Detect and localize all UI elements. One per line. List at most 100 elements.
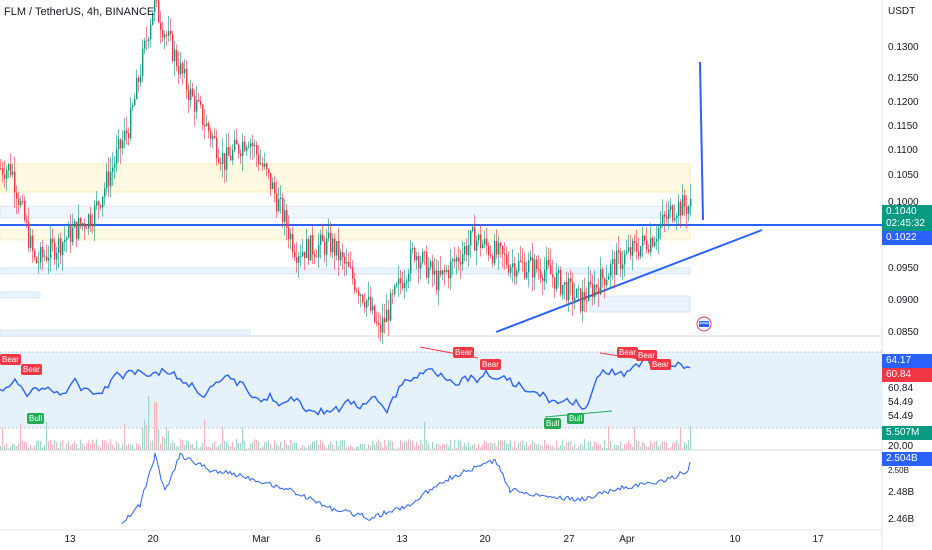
candle-body[interactable] — [18, 198, 20, 206]
candle-body[interactable] — [466, 246, 468, 255]
candle-body[interactable] — [194, 95, 196, 112]
candle-body[interactable] — [608, 276, 610, 280]
candle-body[interactable] — [84, 223, 86, 228]
breakout-target-line[interactable] — [699, 61, 704, 221]
candle-body[interactable] — [498, 243, 500, 255]
candle-body[interactable] — [206, 123, 208, 127]
candle-body[interactable] — [622, 264, 624, 269]
candle-body[interactable] — [352, 267, 354, 279]
candle-body[interactable] — [554, 277, 556, 289]
candle-body[interactable] — [606, 279, 608, 286]
candle-body[interactable] — [240, 153, 242, 156]
candle-body[interactable] — [294, 251, 296, 258]
candle-body[interactable] — [634, 240, 636, 244]
candle-body[interactable] — [624, 253, 626, 265]
candle-body[interactable] — [296, 257, 298, 263]
candle-body[interactable] — [172, 34, 174, 62]
candle-body[interactable] — [76, 221, 78, 239]
candle-body[interactable] — [364, 302, 366, 308]
candle-body[interactable] — [462, 254, 464, 265]
candle-body[interactable] — [586, 300, 588, 302]
candle-body[interactable] — [12, 171, 14, 175]
candle-body[interactable] — [228, 147, 230, 156]
candle-body[interactable] — [274, 182, 276, 194]
candle-body[interactable] — [34, 250, 36, 258]
candle-body[interactable] — [174, 49, 176, 62]
candle-body[interactable] — [6, 170, 8, 179]
candle-body[interactable] — [242, 141, 244, 156]
candle-body[interactable] — [176, 49, 178, 67]
candle-body[interactable] — [270, 172, 272, 190]
candle-body[interactable] — [8, 164, 10, 171]
candle-body[interactable] — [400, 278, 402, 284]
candle-body[interactable] — [56, 253, 58, 260]
candle-body[interactable] — [476, 240, 478, 251]
candle-body[interactable] — [288, 227, 290, 240]
candle-body[interactable] — [106, 171, 108, 189]
candle-body[interactable] — [152, 12, 154, 25]
candle-body[interactable] — [672, 205, 674, 221]
candle-body[interactable] — [72, 227, 74, 243]
candle-body[interactable] — [670, 205, 672, 210]
candle-body[interactable] — [666, 216, 668, 219]
candle-body[interactable] — [506, 255, 508, 265]
candle-body[interactable] — [224, 153, 226, 170]
candle-body[interactable] — [686, 206, 688, 214]
candle-body[interactable] — [80, 217, 82, 225]
candle-body[interactable] — [656, 238, 658, 242]
candle-body[interactable] — [674, 218, 676, 221]
candle-body[interactable] — [68, 225, 70, 238]
candle-body[interactable] — [682, 195, 684, 216]
candle-body[interactable] — [266, 163, 268, 170]
candle-body[interactable] — [118, 139, 120, 150]
candle-body[interactable] — [384, 317, 386, 323]
obv-line[interactable] — [121, 452, 691, 525]
candle-body[interactable] — [218, 158, 220, 163]
candle-body[interactable] — [264, 163, 266, 167]
candle-body[interactable] — [66, 237, 68, 240]
candle-body[interactable] — [544, 269, 546, 282]
candle-body[interactable] — [4, 174, 6, 179]
candle-body[interactable] — [644, 235, 646, 241]
candle-body[interactable] — [200, 101, 202, 105]
candle-body[interactable] — [64, 239, 66, 243]
candle-body[interactable] — [566, 282, 568, 301]
candle-body[interactable] — [684, 195, 686, 207]
candle-body[interactable] — [580, 288, 582, 312]
candle-body[interactable] — [280, 197, 282, 200]
candle-body[interactable] — [464, 246, 466, 255]
candle-body[interactable] — [46, 256, 48, 261]
candle-body[interactable] — [32, 235, 34, 251]
candle-body[interactable] — [404, 282, 406, 289]
candle-body[interactable] — [510, 267, 512, 273]
candle-body[interactable] — [626, 251, 628, 254]
candle-body[interactable] — [564, 282, 566, 285]
candle-body[interactable] — [132, 105, 134, 108]
candle-body[interactable] — [584, 291, 586, 301]
candle-body[interactable] — [582, 291, 584, 312]
candle-body[interactable] — [594, 284, 596, 298]
candle-body[interactable] — [302, 251, 304, 257]
candle-body[interactable] — [342, 252, 344, 257]
candle-body[interactable] — [104, 188, 106, 197]
candle-body[interactable] — [570, 278, 572, 282]
candle-body[interactable] — [646, 240, 648, 250]
candle-body[interactable] — [432, 261, 434, 275]
candle-body[interactable] — [100, 205, 102, 208]
candle-body[interactable] — [126, 130, 128, 134]
candle-body[interactable] — [620, 252, 622, 269]
candle-body[interactable] — [246, 147, 248, 151]
candle-body[interactable] — [214, 136, 216, 138]
candle-body[interactable] — [560, 269, 562, 295]
candle-body[interactable] — [478, 234, 480, 241]
candle-body[interactable] — [418, 255, 420, 269]
candle-body[interactable] — [250, 143, 252, 147]
candle-body[interactable] — [664, 214, 666, 217]
candle-body[interactable] — [482, 244, 484, 248]
candle-body[interactable] — [190, 88, 192, 101]
candle-body[interactable] — [502, 246, 504, 254]
candle-body[interactable] — [652, 237, 654, 247]
candle-body[interactable] — [238, 144, 240, 154]
candle-body[interactable] — [468, 244, 470, 255]
